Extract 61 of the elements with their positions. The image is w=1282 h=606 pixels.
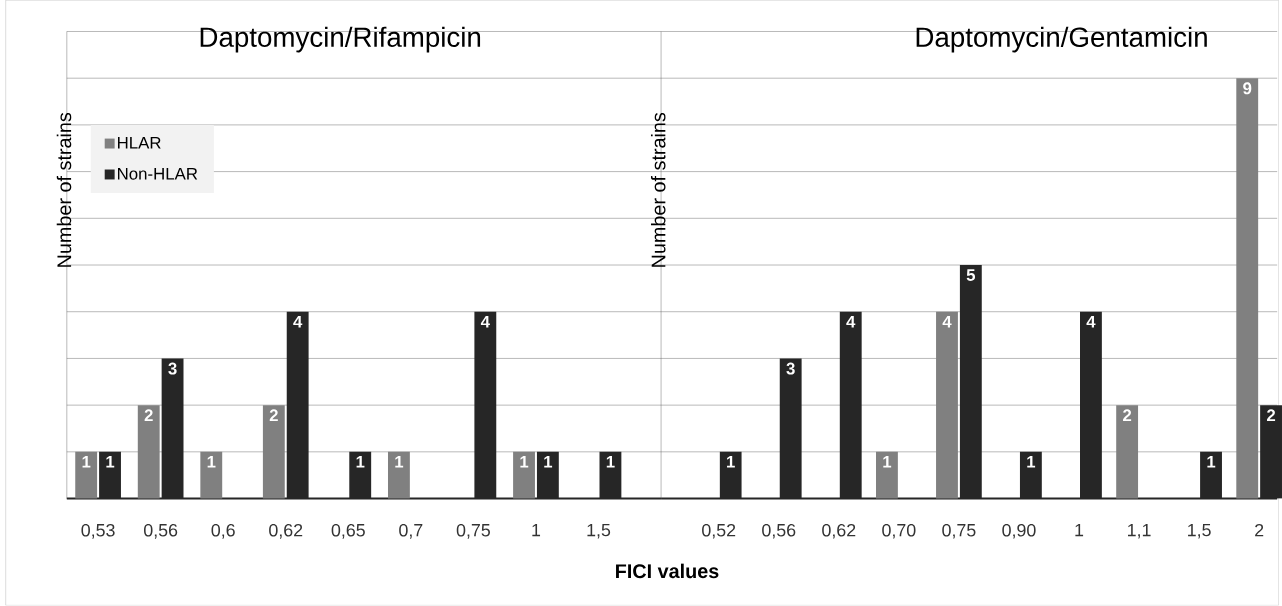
data-label: 2	[1266, 409, 1276, 422]
data-label: 1	[606, 456, 615, 468]
x-tick-label: 1	[532, 524, 541, 537]
data-label: 4	[1086, 316, 1096, 328]
data-label: 4	[846, 316, 856, 328]
legend-label: HLAR	[118, 137, 161, 149]
y-axis-title: Number of strains	[56, 113, 72, 267]
data-label: 1	[1207, 456, 1216, 468]
x-tick-label: 0,52	[702, 524, 736, 539]
data-label: 1	[395, 456, 404, 468]
bar	[262, 405, 285, 499]
x-tick-label: 0,62	[269, 524, 303, 539]
bar	[1116, 405, 1139, 499]
data-label: 4	[480, 316, 490, 328]
x-tick-label: 1,1	[1128, 524, 1151, 539]
x-tick-label: 0,6	[211, 524, 235, 539]
data-label: 4	[293, 316, 303, 328]
bar	[876, 452, 898, 499]
legend-label: Non-HLAR	[118, 168, 198, 180]
x-tick-label: 2	[1255, 524, 1264, 537]
data-label: 1	[106, 456, 115, 468]
data-label: 2	[144, 409, 153, 422]
data-label: 1	[883, 456, 892, 468]
data-label: 5	[966, 269, 976, 282]
data-label: 1	[727, 456, 735, 468]
data-label: 1	[82, 456, 91, 468]
bar	[513, 452, 535, 499]
data-label: 2	[269, 409, 278, 422]
bar	[936, 311, 958, 499]
data-label: 1	[520, 456, 529, 468]
x-tick-label: 0,62	[822, 524, 856, 539]
bar	[137, 405, 160, 499]
bar	[1236, 78, 1259, 499]
x-tick-label: 0,56	[762, 524, 796, 539]
chart-title: Daptomycin/Gentamicin	[916, 26, 1207, 53]
x-tick-label: 0,70	[882, 524, 916, 539]
chart-title: Daptomycin/Rifampicin	[200, 26, 481, 53]
x-tick-label: 1,5	[1188, 524, 1211, 539]
y-axis-title: Number of strains	[650, 113, 666, 267]
data-label: 3	[786, 362, 795, 375]
data-label: 1	[1027, 456, 1036, 468]
x-tick-label: 0,75	[456, 524, 490, 539]
data-label: 1	[544, 456, 553, 468]
x-tick-label: 0,90	[1002, 524, 1036, 539]
bar	[75, 452, 98, 499]
data-label: 1	[207, 456, 216, 468]
data-label: 2	[1123, 409, 1132, 422]
x-tick-label: 0,56	[144, 524, 178, 539]
data-label: 4	[942, 316, 952, 328]
x-tick-label: 1	[1075, 524, 1084, 537]
x-tick-label: 0,7	[399, 524, 423, 539]
x-tick-label: 1,5	[587, 524, 611, 539]
x-tick-label: 0,75	[942, 524, 976, 539]
x-tick-label: 0,65	[331, 524, 365, 539]
data-label: 1	[356, 456, 365, 468]
bar	[387, 452, 410, 499]
x-axis-title: FICI values	[616, 563, 719, 579]
data-label: 3	[168, 362, 177, 375]
bar	[200, 452, 223, 499]
x-tick-label: 0,53	[81, 524, 115, 539]
data-label: 9	[1243, 82, 1252, 95]
